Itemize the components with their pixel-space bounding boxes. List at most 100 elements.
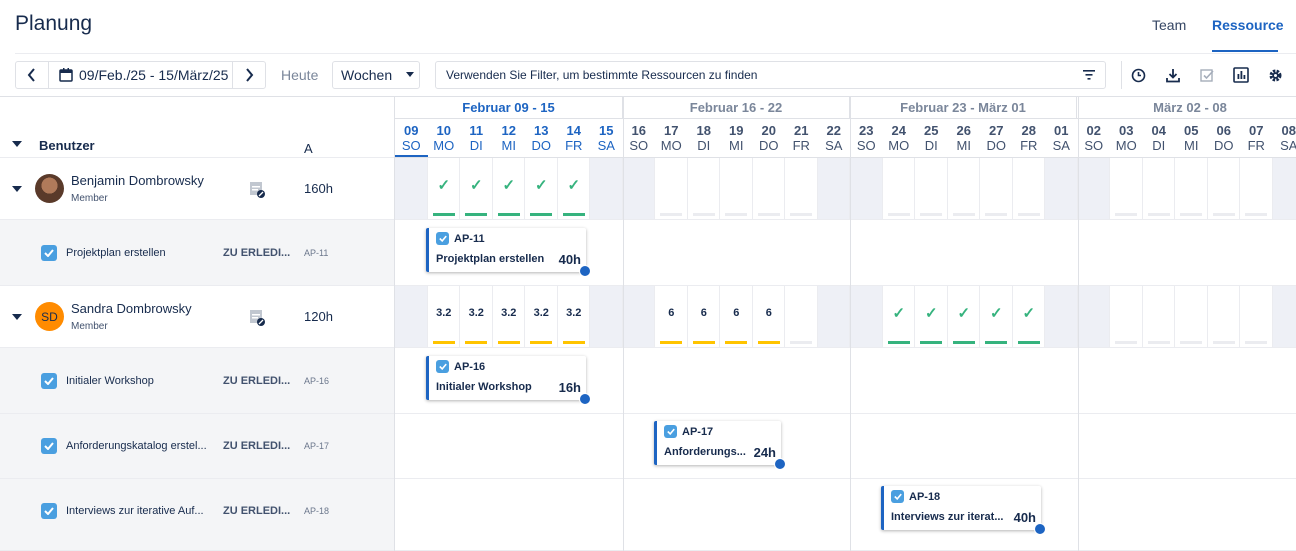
weekend-cell [395, 158, 428, 219]
filter-icon[interactable] [1083, 70, 1095, 80]
capacity-value [590, 158, 623, 212]
day-cell [493, 286, 525, 347]
filter-input[interactable]: Verwenden Sie Filter, um bestimmte Resso… [435, 61, 1106, 89]
task-card[interactable]: AP-18 Interviews zur iterat... 40h [881, 486, 1046, 535]
capacity-value [1110, 158, 1143, 212]
day-weekday: MO [888, 138, 910, 153]
day-cell [1143, 286, 1175, 347]
day-cell [915, 286, 948, 347]
collapse-user-icon[interactable] [12, 186, 22, 192]
link-icon[interactable] [774, 458, 786, 470]
checkbox-icon[interactable] [41, 245, 57, 261]
day-cell [1208, 286, 1240, 347]
calendar-user-icon[interactable] [249, 181, 266, 199]
task-row[interactable]: Projektplan erstellen ZU ERLEDI... AP-11 [0, 220, 394, 286]
capacity-value [1143, 158, 1176, 212]
week-header: März 02 - 08 [1076, 97, 1296, 119]
clock-icon[interactable] [1129, 66, 1147, 84]
row-divider [395, 219, 1296, 220]
capacity-bar [985, 213, 1007, 216]
capacity-value [1110, 286, 1143, 340]
capacity-value [915, 158, 948, 212]
day-weekday: MI [1184, 138, 1199, 153]
day-cell [720, 286, 753, 347]
week-divider [850, 97, 851, 551]
capacity-value [655, 158, 688, 212]
day-header: 15 SA [590, 119, 623, 157]
task-name: Anforderungskatalog erstel... [66, 440, 207, 452]
capacity-value [850, 158, 883, 212]
next-period-button[interactable] [232, 61, 266, 89]
day-cell [493, 158, 525, 219]
capacity-bar [1147, 213, 1170, 216]
link-icon[interactable] [579, 265, 591, 277]
user-row[interactable]: SD Sandra Dombrowsky Member 120h [0, 286, 394, 348]
capacity-value: 3.2 [566, 307, 582, 319]
checkbox-icon[interactable] [41, 373, 57, 389]
day-weekday: SA [825, 138, 843, 153]
calendar-user-icon[interactable] [249, 309, 266, 327]
checkbox-icon[interactable] [41, 438, 57, 454]
card-hours: 40h [558, 252, 581, 267]
checkbox-icon[interactable] [41, 503, 57, 519]
day-weekday: FR [1020, 138, 1038, 153]
day-weekday: MO [1115, 138, 1137, 153]
day-cell [1013, 286, 1045, 347]
day-number: 10 [436, 123, 451, 138]
capacity-value [720, 158, 753, 212]
date-range-picker[interactable]: 09/Feb./25 - 15/März/25 [48, 61, 233, 89]
view-select-value: Wochen [341, 67, 393, 83]
user-name: Benjamin Dombrowsky [71, 173, 204, 188]
day-number: 03 [1119, 123, 1134, 138]
task-row[interactable]: Initialer Workshop ZU ERLEDI... AP-16 [0, 348, 394, 414]
chart-icon[interactable] [1232, 66, 1250, 84]
task-row[interactable]: Anforderungskatalog erstel... ZU ERLEDI.… [0, 414, 394, 479]
view-select[interactable]: Wochen [332, 61, 420, 89]
collapse-user-icon[interactable] [12, 314, 22, 320]
day-cell [883, 158, 915, 219]
checkbox-icon [664, 425, 677, 438]
capacity-bar [432, 213, 455, 216]
gear-icon[interactable] [1266, 66, 1284, 84]
task-card[interactable]: AP-16 Initialer Workshop 16h [426, 356, 591, 405]
check-icon: ✓ [1022, 305, 1036, 322]
link-icon[interactable] [579, 393, 591, 405]
capacity-bar [920, 341, 942, 344]
user-row[interactable]: Benjamin Dombrowsky Member 160h [0, 158, 394, 220]
today-button[interactable]: Heute [281, 67, 319, 83]
day-header: 09 SO [395, 119, 428, 157]
task-status: ZU ERLEDI... [223, 440, 291, 452]
capacity-bar [952, 341, 975, 344]
day-header: 05 MI [1175, 119, 1208, 157]
capacity-bar [887, 341, 910, 344]
capacity-bar [497, 213, 520, 216]
task-card[interactable]: AP-11 Projektplan erstellen 40h [426, 228, 591, 277]
day-cell [1110, 286, 1143, 347]
header-divider [395, 157, 1296, 158]
capacity-value [623, 286, 656, 340]
task-check-icon[interactable] [1198, 66, 1216, 84]
day-weekday: SA [1052, 138, 1070, 153]
capacity-value [590, 286, 623, 340]
toolbar-divider-line [0, 96, 1296, 97]
day-cell [948, 286, 980, 347]
weekend-cell [817, 158, 850, 219]
capacity-value: 6 [700, 307, 707, 319]
day-number: 18 [696, 123, 711, 138]
capacity-bar [1212, 341, 1235, 344]
task-status: ZU ERLEDI... [223, 247, 291, 259]
collapse-all-icon[interactable] [12, 141, 22, 147]
task-card[interactable]: AP-17 Anforderungs... 24h [654, 421, 786, 470]
day-weekday: SA [597, 138, 615, 153]
date-range-label: 09/Feb./25 - 15/März/25 [79, 67, 229, 83]
check-icon: ✓ [989, 305, 1003, 322]
task-row[interactable]: Interviews zur iterative Auf... ZU ERLED… [0, 479, 394, 551]
capacity-value [1273, 158, 1296, 212]
row-divider [395, 285, 1296, 286]
previous-period-button[interactable] [15, 61, 49, 89]
day-header: 08 SA [1273, 119, 1296, 157]
download-icon[interactable] [1164, 66, 1182, 84]
tab-ressource[interactable]: Ressource [1212, 17, 1284, 33]
tab-team[interactable]: Team [1152, 17, 1187, 33]
link-icon[interactable] [1034, 523, 1046, 535]
